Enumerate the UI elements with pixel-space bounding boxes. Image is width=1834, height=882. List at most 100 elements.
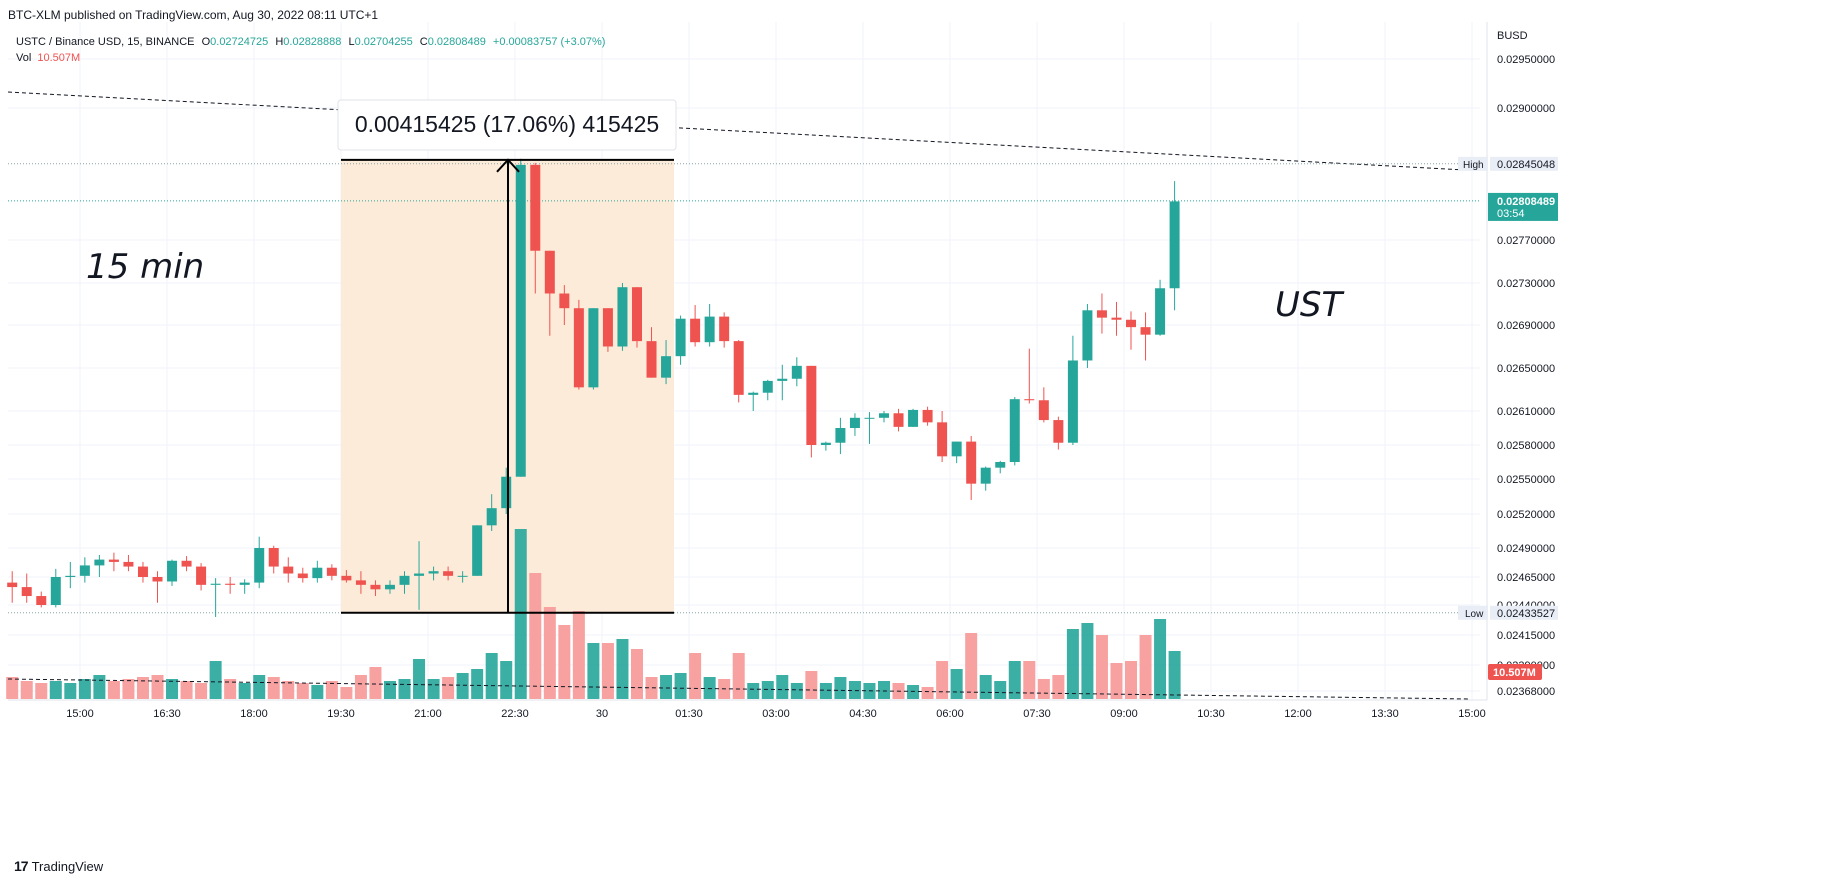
- x-tick-label: 07:30: [1023, 708, 1051, 720]
- volume-bar: [151, 675, 164, 699]
- x-tick-label: 13:30: [1371, 708, 1399, 720]
- candle-body: [1111, 317, 1122, 320]
- footer-brand: 17 TradingView: [14, 858, 103, 874]
- y-tick-label: 0.02610000: [1497, 406, 1555, 418]
- volume-bar: [64, 683, 77, 699]
- volume-bar: [601, 643, 614, 699]
- y-tick-label: 0.02520000: [1497, 509, 1555, 521]
- x-tick-label: 18:00: [240, 708, 268, 720]
- candle-body: [806, 365, 817, 445]
- volume-bar: [224, 679, 237, 699]
- candle-body: [704, 316, 715, 343]
- candle-body: [777, 378, 788, 381]
- volume-bar: [558, 625, 571, 699]
- candle-body: [1096, 310, 1107, 318]
- candle-body: [690, 318, 701, 343]
- candle-body: [1038, 400, 1049, 421]
- candle-body: [602, 308, 613, 347]
- trend-line-lower: [7, 678, 1471, 700]
- candle-body: [1126, 319, 1137, 328]
- volume-bar: [296, 683, 309, 699]
- candle-body: [544, 250, 555, 294]
- volume-bar: [805, 671, 818, 699]
- volume-bar: [572, 611, 585, 699]
- volume-bar: [267, 677, 280, 699]
- candle-body: [283, 566, 294, 574]
- candle-body: [1024, 399, 1035, 401]
- candle-body: [268, 548, 279, 567]
- candle-body: [501, 476, 512, 509]
- volume-bar: [819, 683, 832, 699]
- symbol-label[interactable]: USTC / Binance USD, 15, BINANCE: [16, 36, 195, 48]
- candle-body: [661, 356, 672, 378]
- volume-bar: [1154, 619, 1167, 699]
- volume-bar: [340, 687, 353, 699]
- volume-bar: [49, 681, 62, 699]
- high-value: 0.02828888: [283, 36, 342, 48]
- volume-tag-value: 10.507M: [1493, 667, 1536, 679]
- x-tick-label: 15:00: [1458, 708, 1486, 720]
- y-tick-label: 0.02900000: [1497, 103, 1555, 115]
- published-line: BTC-XLM published on TradingView.com, Au…: [8, 8, 379, 22]
- candle-body: [588, 308, 599, 388]
- candle-body: [152, 577, 163, 582]
- volume-bar: [1023, 661, 1036, 699]
- x-tick-label: 01:30: [675, 708, 703, 720]
- x-tick-label: 12:00: [1284, 708, 1312, 720]
- candle-body: [312, 567, 323, 579]
- candle-body: [341, 575, 352, 581]
- y-tick-label: 0.02770000: [1497, 235, 1555, 247]
- candle-body: [995, 462, 1006, 468]
- candle-body: [748, 392, 759, 395]
- x-tick-label: 22:30: [501, 708, 529, 720]
- volume-tag: [1488, 664, 1542, 680]
- candle-body: [573, 308, 584, 388]
- volume-bar: [703, 677, 716, 699]
- volume-bar: [166, 679, 179, 699]
- volume-value: 10.507M: [37, 52, 81, 64]
- x-tick-label: 10:30: [1197, 708, 1225, 720]
- volume-bar: [456, 673, 469, 699]
- candle-body: [443, 571, 454, 576]
- volume-bar: [311, 685, 324, 699]
- candle-body: [908, 409, 919, 427]
- volume-bar: [1139, 635, 1152, 699]
- countdown-value: 03:54: [1497, 208, 1525, 220]
- volume-bar: [965, 633, 978, 699]
- candle-body: [50, 577, 61, 605]
- volume-legend: Vol 10.507M: [16, 52, 80, 64]
- candle-body: [370, 584, 381, 590]
- volume-bar: [1095, 635, 1108, 699]
- candle-body: [94, 559, 105, 566]
- candle-body: [951, 441, 962, 457]
- volume-bar: [878, 681, 890, 699]
- volume-bar: [383, 681, 396, 699]
- low-value: 0.02704255: [354, 36, 413, 48]
- y-tick-label: 0.02550000: [1497, 474, 1555, 486]
- volume-bar: [93, 675, 106, 699]
- candle-body: [384, 584, 395, 590]
- candle-body: [399, 575, 410, 585]
- volume-bar: [1052, 675, 1065, 699]
- volume-bar: [689, 653, 702, 699]
- y-tick-label: 0.02490000: [1497, 543, 1555, 555]
- high-tag-bg: [1458, 156, 1488, 171]
- low-value: 0.02433527: [1497, 608, 1555, 620]
- y-tick-label: 0.02950000: [1497, 54, 1555, 66]
- volume-label[interactable]: Vol: [16, 52, 32, 64]
- high-value-bg: [1490, 156, 1558, 171]
- x-tick-label: 09:00: [1110, 708, 1138, 720]
- candle-body: [297, 573, 308, 579]
- volume-bar: [514, 529, 527, 699]
- volume-bar: [994, 681, 1007, 699]
- low-label: L: [348, 36, 355, 48]
- volume-bar: [195, 683, 208, 699]
- candle-body: [937, 422, 948, 457]
- high-tag-label: High: [1463, 160, 1484, 171]
- volume-bar: [325, 681, 338, 699]
- candle-body: [864, 417, 875, 419]
- candle-body: [239, 582, 250, 585]
- volume-bar: [485, 653, 498, 699]
- candle-body: [733, 341, 744, 395]
